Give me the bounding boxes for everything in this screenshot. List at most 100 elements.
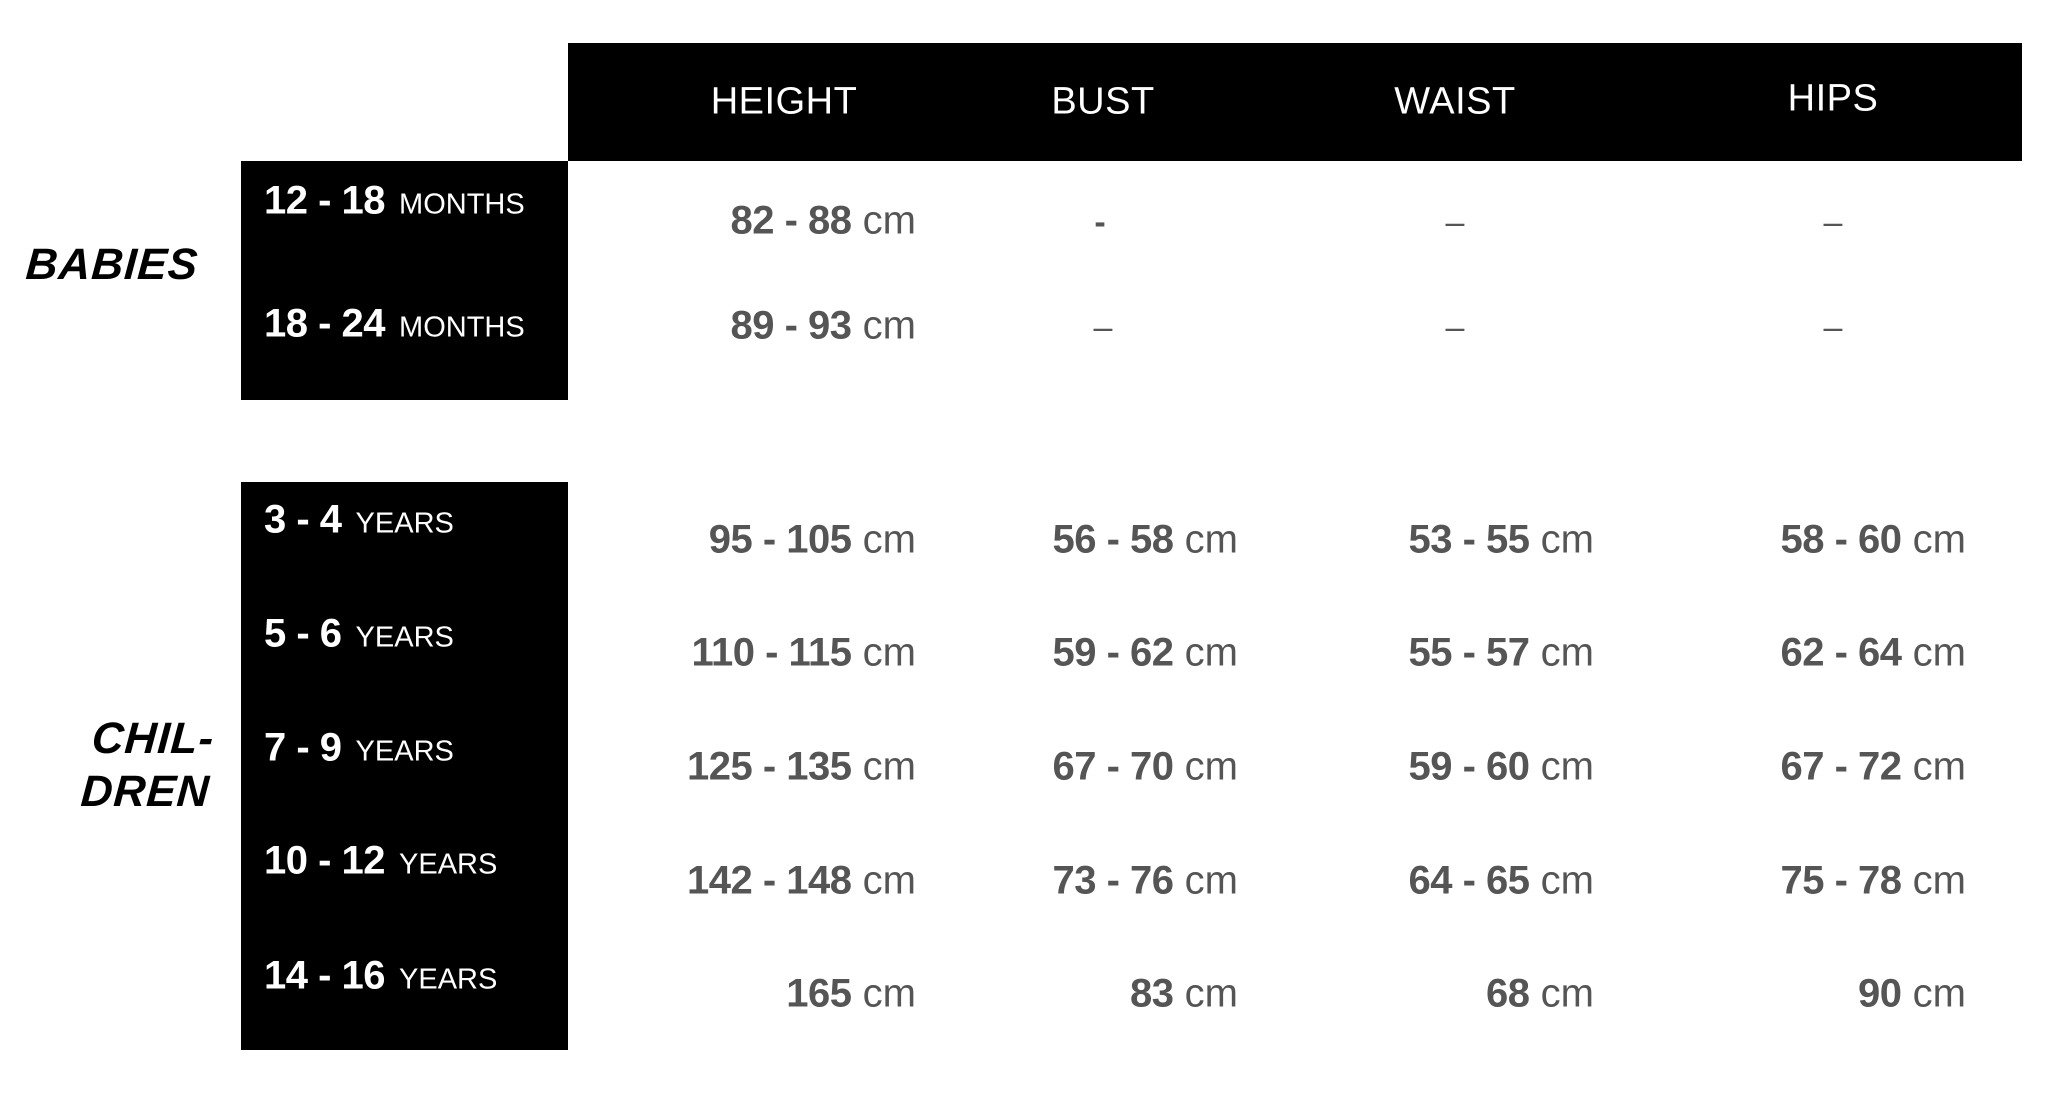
size-unit: YEARS <box>399 963 498 996</box>
value-unit: cm <box>862 630 916 675</box>
bust-value: 56 - 58 cm <box>1053 518 1238 563</box>
size-unit: YEARS <box>399 848 498 881</box>
value-unit: cm <box>1184 971 1238 1016</box>
value-unit: cm <box>862 517 916 562</box>
header-hips: HIPS <box>1787 77 1879 120</box>
size-unit: YEARS <box>355 507 454 540</box>
size-range: 14 - 16 <box>264 953 386 998</box>
value-unit: cm <box>862 858 916 903</box>
value-unit: cm <box>1184 858 1238 903</box>
value-number: 59 - 62 <box>1052 630 1175 675</box>
size-range: 10 - 12 <box>264 838 386 883</box>
height-value: 142 - 148 cm <box>687 859 916 904</box>
size-unit: YEARS <box>355 621 454 654</box>
header-bust: BUST <box>1051 80 1155 123</box>
value-number: 68 <box>1486 971 1530 1016</box>
size-label: 10 - 12 YEARS <box>264 839 497 884</box>
waist-value: 68 cm <box>1486 972 1594 1017</box>
value-unit: cm <box>1912 971 1966 1016</box>
bust-value: 67 - 70 cm <box>1053 745 1238 790</box>
size-label: 14 - 16 YEARS <box>264 954 497 999</box>
value-number: 62 - 64 <box>1780 630 1903 675</box>
value-unit: cm <box>1540 630 1594 675</box>
value-unit: cm <box>862 971 916 1016</box>
value-unit: cm <box>1184 517 1238 562</box>
waist-value: 55 - 57 cm <box>1409 631 1594 676</box>
header-bar <box>568 43 2022 161</box>
babies-label-box <box>241 161 568 400</box>
waist-value: 64 - 65 cm <box>1409 859 1594 904</box>
waist-value-empty: – <box>1445 308 1465 347</box>
value-number: 165 <box>786 971 852 1016</box>
value-number: 83 <box>1130 971 1174 1016</box>
value-number: 95 - 105 <box>708 517 852 562</box>
height-value: 82 - 88 cm <box>731 199 916 244</box>
size-label: 18 - 24 MONTHS <box>264 302 525 347</box>
value-number: 82 - 88 <box>730 198 853 243</box>
size-label: 12 - 18 MONTHS <box>264 179 525 224</box>
value-unit: cm <box>862 303 916 348</box>
value-number: 67 - 72 <box>1780 744 1903 789</box>
height-value: 110 - 115 cm <box>691 631 916 676</box>
value-unit: cm <box>1912 744 1966 789</box>
value-number: 55 - 57 <box>1408 630 1531 675</box>
value-number: 73 - 76 <box>1052 858 1175 903</box>
height-value: 125 - 135 cm <box>687 745 916 790</box>
size-range: 7 - 9 <box>264 725 342 770</box>
value-number: 67 - 70 <box>1052 744 1175 789</box>
bust-value-empty: - <box>1094 203 1106 242</box>
group-children-line2: DREN <box>79 767 212 816</box>
bust-value: 83 cm <box>1130 972 1238 1017</box>
height-value: 165 cm <box>786 972 916 1017</box>
value-unit: cm <box>1912 517 1966 562</box>
size-range: 12 - 18 <box>264 178 386 223</box>
header-height: HEIGHT <box>710 80 858 123</box>
hips-value: 67 - 72 cm <box>1781 745 1966 790</box>
size-label: 3 - 4 YEARS <box>264 498 454 543</box>
bust-value: 59 - 62 cm <box>1053 631 1238 676</box>
children-label-box <box>241 482 568 1050</box>
size-range: 3 - 4 <box>264 497 342 542</box>
height-value: 95 - 105 cm <box>709 518 916 563</box>
hips-value: 75 - 78 cm <box>1781 859 1966 904</box>
value-number: 110 - 115 <box>691 630 852 675</box>
header-waist: WAIST <box>1394 80 1516 123</box>
value-unit: cm <box>1540 744 1594 789</box>
waist-value: 59 - 60 cm <box>1409 745 1594 790</box>
size-range: 5 - 6 <box>264 611 342 656</box>
height-value: 89 - 93 cm <box>731 304 916 349</box>
value-unit: cm <box>1540 517 1594 562</box>
size-unit: YEARS <box>355 735 454 768</box>
group-babies: BABIES <box>24 240 200 289</box>
hips-value: 62 - 64 cm <box>1781 631 1966 676</box>
value-unit: cm <box>1184 744 1238 789</box>
group-children-line1: CHIL- <box>90 714 216 763</box>
value-unit: cm <box>1912 630 1966 675</box>
hips-value: 90 cm <box>1858 972 1966 1017</box>
value-number: 89 - 93 <box>730 303 853 348</box>
value-unit: cm <box>1912 858 1966 903</box>
value-unit: cm <box>1540 971 1594 1016</box>
value-unit: cm <box>862 744 916 789</box>
value-unit: cm <box>862 198 916 243</box>
bust-value-empty: – <box>1093 308 1113 347</box>
hips-value: 58 - 60 cm <box>1781 518 1966 563</box>
size-unit: MONTHS <box>399 311 525 344</box>
waist-value-empty: – <box>1445 203 1465 242</box>
value-number: 59 - 60 <box>1408 744 1531 789</box>
size-label: 7 - 9 YEARS <box>264 726 454 771</box>
value-number: 64 - 65 <box>1408 858 1531 903</box>
size-label: 5 - 6 YEARS <box>264 612 454 657</box>
bust-value: 73 - 76 cm <box>1053 859 1238 904</box>
value-unit: cm <box>1540 858 1594 903</box>
value-number: 90 <box>1858 971 1902 1016</box>
value-number: 125 - 135 <box>687 744 852 789</box>
value-unit: cm <box>1184 630 1238 675</box>
hips-value-empty: – <box>1823 203 1843 242</box>
size-range: 18 - 24 <box>264 301 386 346</box>
waist-value: 53 - 55 cm <box>1409 518 1594 563</box>
value-number: 56 - 58 <box>1052 517 1175 562</box>
hips-value-empty: – <box>1823 308 1843 347</box>
value-number: 75 - 78 <box>1780 858 1903 903</box>
size-unit: MONTHS <box>399 188 525 221</box>
